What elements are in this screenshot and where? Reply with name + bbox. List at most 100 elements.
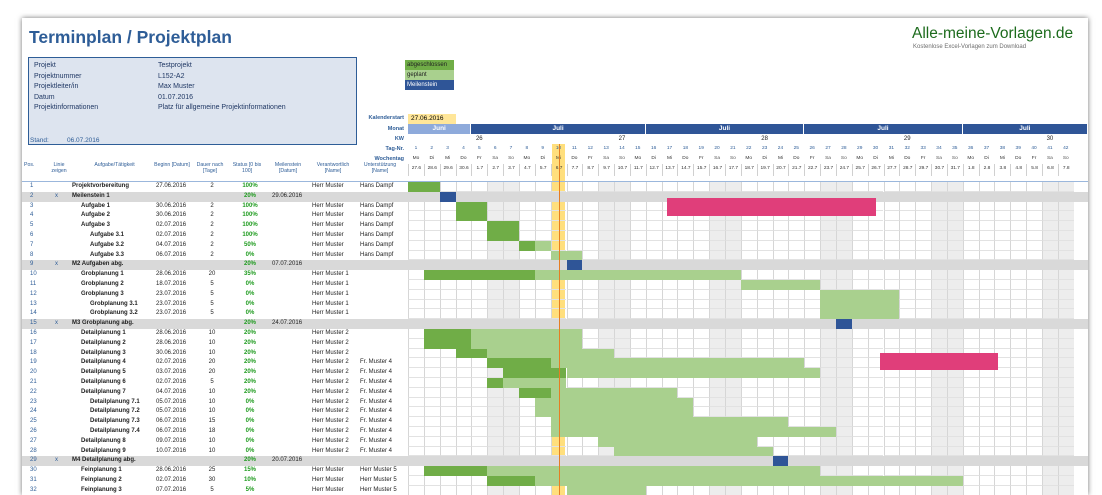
duration-cell[interactable]: 10: [208, 437, 216, 444]
status-cell[interactable]: 100%: [242, 222, 258, 229]
duration-cell[interactable]: 10: [208, 447, 216, 454]
task-row[interactable]: 8 Aufgabe 3.3 06.07.2016 2 0% Herr Muster Hans…: [22, 250, 1088, 261]
task-row[interactable]: 22 Detailplanung 7 04.07.2016 10 20% Herr Mus…: [22, 387, 1088, 398]
task-cell[interactable]: M2 Aufgaben abg.: [72, 261, 124, 268]
done-bar[interactable]: [423, 329, 472, 339]
begin-cell[interactable]: 07.07.2016: [156, 486, 187, 493]
responsible-cell[interactable]: Herr Muster: [312, 486, 344, 493]
status-cell[interactable]: 0%: [245, 310, 255, 317]
task-cell[interactable]: Grobplanung 3: [81, 290, 124, 297]
status-cell[interactable]: 5%: [245, 486, 255, 493]
milestone-row[interactable]: 2 x Meilenstein 1 20% 29.06.2016: [22, 191, 1088, 202]
duration-cell[interactable]: 2: [210, 232, 214, 238]
task-cell[interactable]: Aufgabe 3.1: [90, 232, 125, 238]
support-cell[interactable]: Fr. Muster 4: [360, 408, 393, 415]
milestone-row[interactable]: 9 x M2 Aufgaben abg. 20% 07.07.2016: [22, 260, 1088, 271]
planned-bar[interactable]: [471, 338, 583, 349]
column-header[interactable]: Status [0 bis 100]: [232, 162, 262, 174]
support-cell[interactable]: Herr Muster 5: [360, 467, 397, 474]
planned-bar[interactable]: [820, 289, 900, 300]
duration-cell[interactable]: 5: [210, 290, 214, 297]
duration-cell[interactable]: 2: [210, 222, 214, 229]
status-cell[interactable]: 20%: [243, 379, 256, 385]
responsible-cell[interactable]: Herr Muster 2: [312, 330, 349, 336]
begin-cell[interactable]: 06.07.2016: [156, 418, 187, 425]
task-row[interactable]: 31 Feinplanung 2 02.07.2016 30 10% Herr Muste…: [22, 476, 1088, 486]
status-cell[interactable]: 0%: [245, 290, 255, 297]
task-cell[interactable]: Grobplanung 3.2: [90, 310, 138, 317]
responsible-cell[interactable]: Herr Muster 2: [312, 437, 349, 444]
duration-cell[interactable]: 5: [210, 300, 214, 307]
begin-cell[interactable]: 05.07.2016: [156, 398, 187, 405]
duration-cell[interactable]: 10: [208, 349, 216, 356]
column-header[interactable]: Linie zeigen: [51, 162, 67, 174]
planned-bar[interactable]: [566, 485, 646, 495]
task-row[interactable]: 1 Projektvorbereitung 27.06.2016 2 100% Herr …: [22, 182, 1088, 192]
support-cell[interactable]: Hans Dampf: [360, 222, 394, 229]
planned-bar[interactable]: [550, 417, 789, 427]
responsible-cell[interactable]: Herr Muster 2: [312, 447, 349, 454]
status-cell[interactable]: 100%: [242, 232, 258, 238]
planned-bar[interactable]: [534, 397, 694, 408]
begin-cell[interactable]: 02.07.2016: [156, 477, 187, 483]
duration-cell[interactable]: 2: [210, 251, 214, 258]
info-value[interactable]: Testprojekt: [158, 62, 192, 69]
task-cell[interactable]: Aufgabe 1: [81, 202, 111, 209]
responsible-cell[interactable]: Herr Muster: [312, 183, 344, 189]
task-row[interactable]: 12 Grobplanung 3 23.07.2016 5 0% Herr Muster …: [22, 289, 1088, 300]
done-bar[interactable]: [518, 387, 551, 398]
column-header[interactable]: Beginn [Datum]: [154, 162, 190, 168]
status-cell[interactable]: 20%: [243, 320, 256, 327]
milestone-marker[interactable]: [566, 260, 583, 271]
task-cell[interactable]: Detailplanung 2: [81, 339, 126, 346]
support-cell[interactable]: Fr. Muster 4: [360, 388, 393, 395]
begin-cell[interactable]: 02.07.2016: [156, 232, 187, 238]
done-bar[interactable]: [487, 476, 535, 486]
duration-cell[interactable]: 10: [208, 398, 216, 405]
responsible-cell[interactable]: Herr Muster 2: [312, 379, 349, 385]
duration-cell[interactable]: 2: [210, 183, 214, 189]
planned-bar[interactable]: [550, 358, 805, 369]
planned-bar[interactable]: [534, 476, 963, 486]
begin-cell[interactable]: 18.07.2016: [156, 281, 187, 287]
task-row[interactable]: 25 Detailplanung 7.3 06.07.2016 15 0% Herr Mu…: [22, 417, 1088, 427]
status-cell[interactable]: 0%: [245, 408, 255, 415]
milestone-marker[interactable]: [835, 319, 852, 329]
planned-bar[interactable]: [550, 427, 836, 437]
task-cell[interactable]: Grobplanung 2: [81, 281, 124, 287]
support-cell[interactable]: Fr. Muster 4: [360, 359, 393, 366]
planned-bar[interactable]: [550, 250, 583, 261]
task-row[interactable]: 32 Feinplanung 3 07.07.2016 5 5% Herr Muster H…: [22, 485, 1088, 495]
duration-cell[interactable]: 5: [210, 281, 214, 287]
status-cell[interactable]: 100%: [242, 183, 258, 189]
begin-cell[interactable]: 23.07.2016: [156, 310, 187, 317]
column-header[interactable]: Dauer nach [Tage]: [196, 162, 224, 174]
planned-bar[interactable]: [471, 329, 583, 339]
duration-cell[interactable]: 25: [208, 467, 216, 474]
done-bar[interactable]: [423, 466, 488, 476]
support-cell[interactable]: Fr. Muster 4: [360, 379, 393, 385]
responsible-cell[interactable]: Herr Muster 1: [312, 290, 349, 297]
done-bar[interactable]: [518, 240, 535, 251]
planned-bar[interactable]: [550, 387, 678, 398]
duration-cell[interactable]: 18: [208, 428, 216, 434]
begin-cell[interactable]: 28.06.2016: [156, 467, 187, 474]
milestone-marker[interactable]: [439, 191, 456, 202]
support-cell[interactable]: Hans Dampf: [360, 183, 394, 189]
task-cell[interactable]: Grobplanung 1: [81, 271, 124, 278]
duration-cell[interactable]: 20: [208, 271, 216, 278]
done-bar[interactable]: [487, 358, 551, 369]
responsible-cell[interactable]: Herr Muster 2: [312, 388, 349, 395]
task-cell[interactable]: Detailplanung 5: [81, 369, 126, 376]
begin-cell[interactable]: 23.07.2016: [156, 300, 187, 307]
column-header[interactable]: Verantwortlich [Name]: [316, 162, 350, 174]
begin-cell[interactable]: 09.07.2016: [156, 437, 187, 444]
task-cell[interactable]: Detailplanung 3: [81, 349, 126, 356]
duration-cell[interactable]: 5: [210, 486, 214, 493]
task-cell[interactable]: Detailplanung 7: [81, 388, 126, 395]
status-cell[interactable]: 0%: [245, 447, 255, 454]
duration-cell[interactable]: 10: [208, 408, 216, 415]
done-bar[interactable]: [455, 211, 488, 222]
duration-cell[interactable]: 20: [208, 359, 216, 366]
support-cell[interactable]: Fr. Muster 4: [360, 428, 393, 434]
